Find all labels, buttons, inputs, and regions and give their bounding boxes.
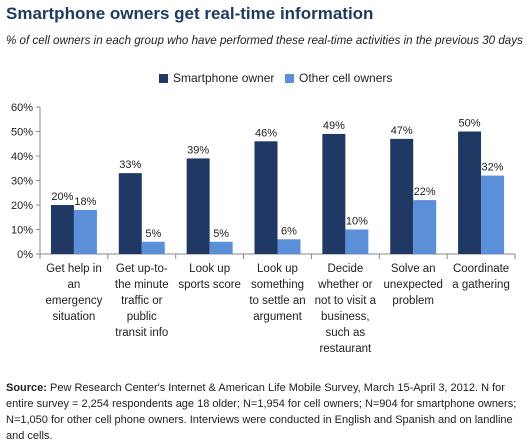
data-label: 47%	[391, 125, 413, 137]
y-tick-label: 30%	[11, 176, 33, 188]
bar-smartphone	[50, 205, 74, 254]
source-label: Source:	[6, 382, 47, 394]
data-label: 6%	[281, 225, 297, 237]
bar-smartphone	[254, 141, 278, 254]
data-label: 22%	[414, 186, 436, 198]
data-label: 50%	[459, 118, 481, 130]
data-label: 32%	[482, 162, 504, 174]
x-category-label: Solve an unexpected problem	[383, 263, 442, 307]
data-label: 10%	[346, 216, 368, 228]
bar-other-cell	[277, 239, 301, 254]
legend-label-smartphone-owner: Smartphone owner	[173, 71, 275, 85]
y-tick-label: 0%	[17, 249, 33, 261]
legend-item-other-cell-owners: Other cell owners	[285, 71, 392, 85]
y-tick-label: 40%	[11, 151, 33, 163]
bar-smartphone	[118, 173, 142, 254]
bar-smartphone	[186, 158, 210, 254]
data-label: 5%	[145, 228, 161, 240]
bar-other-cell	[209, 241, 233, 254]
bar-smartphone	[322, 133, 346, 254]
bar-other-cell	[345, 229, 369, 254]
data-label: 49%	[323, 120, 345, 132]
x-category-label: Look up something to settle an argument	[249, 263, 305, 323]
x-category-label: Get up-to-the minute traffic or public tran…	[115, 263, 169, 339]
legend-label-other-cell-owners: Other cell owners	[299, 71, 393, 85]
y-tick-label: 50%	[11, 127, 33, 139]
bar-smartphone	[458, 131, 482, 254]
legend-swatch-other-cell-owners	[285, 73, 294, 83]
x-category-label: Get help in an emergency situation	[45, 263, 102, 323]
bar-other-cell	[141, 241, 165, 254]
source-text: Pew Research Center's Internet & America…	[6, 382, 517, 442]
chart-legend: Smartphone owner Other cell owners	[0, 71, 530, 89]
x-category-label: Decide whether or not to visit a business, s…	[315, 263, 377, 355]
bar-other-cell	[73, 209, 97, 254]
bar-other-cell	[413, 200, 437, 254]
data-label: 18%	[74, 196, 96, 208]
bar-other-cell	[481, 175, 505, 254]
y-tick-label: 10%	[11, 225, 33, 237]
y-tick-label: 60%	[11, 102, 33, 114]
legend-swatch-smartphone-owner	[159, 73, 168, 83]
bar-chart: 0%10%20%30%40%50%60%20% 18%Get help in an e…	[11, 102, 516, 355]
data-label: 33%	[119, 159, 141, 171]
source-note: Source: Pew Research Center's Internet &…	[6, 380, 524, 444]
legend-item-smartphone-owner: Smartphone owner	[159, 71, 274, 85]
x-category-label: Look up sports score	[178, 263, 241, 291]
data-label: 39%	[187, 144, 209, 156]
y-tick-label: 20%	[11, 200, 33, 212]
data-label: 5%	[213, 228, 229, 240]
data-label: 46%	[255, 127, 277, 139]
chart-subtitle: % of cell owners in each group who have …	[6, 34, 523, 47]
bar-smartphone	[390, 138, 414, 254]
chart-title: Smartphone owners get real-time informat…	[6, 4, 374, 23]
x-category-label: Coordinate a gathering	[452, 263, 510, 291]
data-label: 20%	[51, 191, 73, 203]
